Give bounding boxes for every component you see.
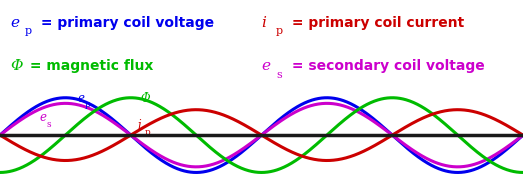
Text: = primary coil voltage: = primary coil voltage xyxy=(36,16,214,30)
Text: e: e xyxy=(39,111,46,124)
Text: Φ: Φ xyxy=(10,59,23,74)
Text: i: i xyxy=(137,119,141,132)
Text: p: p xyxy=(25,26,32,36)
Text: = magnetic flux: = magnetic flux xyxy=(25,59,153,74)
Text: s: s xyxy=(276,69,282,80)
Text: p: p xyxy=(276,26,283,36)
Text: i: i xyxy=(262,16,266,30)
Text: e: e xyxy=(262,59,270,74)
Text: p: p xyxy=(144,128,150,137)
Text: e: e xyxy=(77,91,84,105)
Text: e: e xyxy=(10,16,19,30)
Text: s: s xyxy=(47,120,51,129)
Text: Φ: Φ xyxy=(140,91,150,105)
Text: p: p xyxy=(85,100,90,109)
Text: = secondary coil voltage: = secondary coil voltage xyxy=(287,59,484,74)
Text: = primary coil current: = primary coil current xyxy=(287,16,464,30)
